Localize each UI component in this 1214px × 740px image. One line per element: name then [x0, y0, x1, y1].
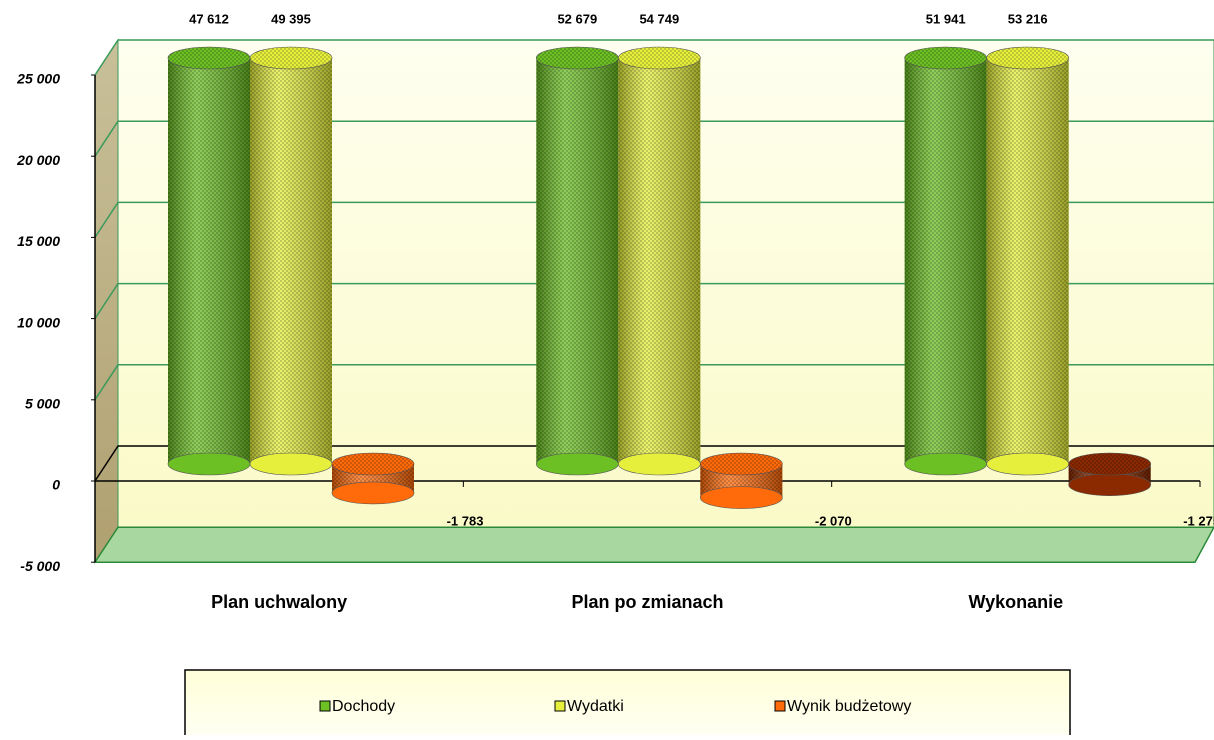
grid-line [94, 282, 1214, 320]
bar-top-texture [618, 47, 701, 69]
y-tick-label: -5 000 [20, 558, 60, 574]
cylinder [904, 0, 987, 476]
legend-label: Wynik budżetowy [787, 698, 911, 715]
y-tick-label: 0 [52, 477, 60, 493]
bar-fill [250, 0, 332, 464]
bar-texture [904, 58, 987, 464]
floor [93, 526, 1214, 563]
bar-top-texture [332, 453, 414, 475]
bar-fill [168, 0, 250, 464]
bar-top-texture [1068, 453, 1151, 475]
x-tick-label: Plan uchwalony [211, 592, 347, 612]
value-label: 53 216 [1008, 11, 1048, 26]
bar-top-texture [536, 47, 619, 69]
bar-top-texture [250, 47, 332, 69]
y-tick-label: 10 000 [17, 314, 60, 330]
bar-texture [536, 58, 619, 464]
cylinder [536, 0, 619, 476]
cylinder [249, 0, 333, 476]
bar-fill [987, 0, 1069, 464]
bar-top-texture [986, 47, 1069, 69]
bar-texture [250, 58, 332, 464]
x-tick-label: Plan po zmianach [571, 592, 723, 612]
bar-bottom [331, 481, 415, 505]
cylinder [167, 0, 251, 476]
cylinder [700, 464, 783, 509]
bar-texture [986, 58, 1069, 464]
legend-label: Wydatki [567, 698, 624, 715]
grid-line [94, 201, 1214, 238]
bar-fill [905, 0, 987, 464]
grid-line [94, 364, 1214, 401]
value-label: 51 941 [926, 11, 966, 26]
x-tick-label: Wykonanie [968, 592, 1063, 612]
bar-bottom [700, 486, 783, 509]
legend-box [184, 669, 1071, 740]
bar-fill [536, 0, 618, 464]
bar-texture [168, 58, 250, 464]
value-label: -1 275 [1183, 513, 1214, 528]
y-tick-label: 25 000 [16, 71, 60, 87]
legend-swatch [554, 700, 566, 712]
y-tick-label: 20 000 [16, 152, 60, 168]
grid-line [94, 445, 1214, 482]
legend-label: Dochody [332, 698, 395, 715]
value-label: 54 749 [639, 11, 679, 26]
y-tick-label: 5 000 [25, 396, 60, 412]
value-label: -2 070 [815, 513, 852, 528]
y-tick-label: 15 000 [17, 233, 60, 249]
grid-line [94, 120, 1214, 157]
value-label: 49 395 [271, 11, 311, 26]
cylinder [618, 0, 701, 476]
bar-top-texture [700, 453, 783, 475]
marks [167, 0, 1151, 509]
bar-texture [618, 58, 701, 465]
grid-line [94, 39, 1214, 76]
bar-top-texture [904, 47, 987, 69]
bar-top-texture [168, 47, 250, 69]
bar-fill [618, 0, 700, 464]
value-label: -1 783 [447, 513, 484, 528]
cylinder [986, 0, 1069, 476]
value-label: 47 612 [189, 11, 229, 26]
value-label: 52 679 [557, 11, 597, 26]
legend-swatch [319, 700, 331, 712]
legend-swatch [774, 700, 786, 712]
